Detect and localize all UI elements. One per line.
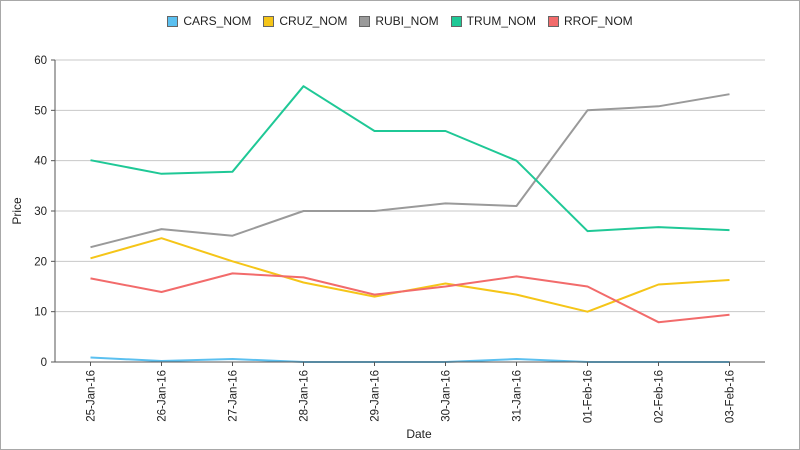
x-tick-label: 30-Jan-16: [441, 370, 453, 422]
series-line-cruz-nom[interactable]: [90, 237, 730, 313]
x-axis-title: Date: [406, 427, 432, 441]
legend-item-rrof-nom[interactable]: RROF_NOM: [548, 14, 633, 28]
x-tick-label: 02-Feb-16: [654, 370, 666, 423]
legend-item-cruz-nom[interactable]: CRUZ_NOM: [263, 14, 347, 28]
chart-legend: CARS_NOM CRUZ_NOM RUBI_NOM TRUM_NOM RROF_NOM: [0, 14, 800, 28]
x-tick-label: 29-Jan-16: [370, 370, 382, 422]
y-tick-label: 10: [34, 307, 47, 319]
legend-item-trum-nom[interactable]: TRUM_NOM: [450, 14, 536, 28]
legend-swatch: [167, 15, 179, 27]
x-tick-label: 01-Feb-16: [583, 370, 595, 423]
legend-swatch: [263, 15, 275, 27]
series-line-rubi-nom[interactable]: [90, 93, 730, 249]
x-tick-label: 31-Jan-16: [512, 370, 524, 422]
legend-item-cars-nom[interactable]: CARS_NOM: [167, 14, 251, 28]
legend-label: RUBI_NOM: [375, 14, 439, 28]
x-tick-label: 28-Jan-16: [299, 370, 311, 422]
x-tick-labels: 25-Jan-16 26-Jan-16 27-Jan-16 28-Jan-16 29-J…: [86, 362, 737, 423]
series-line-rrof-nom[interactable]: [90, 272, 730, 324]
series-line-cars-nom[interactable]: [90, 356, 730, 363]
y-axis-title: Price: [10, 197, 24, 225]
y-tick-label: 60: [34, 55, 47, 67]
x-tick-label: 25-Jan-16: [86, 370, 98, 422]
legend-item-rubi-nom[interactable]: RUBI_NOM: [359, 14, 439, 28]
legend-label: CARS_NOM: [183, 14, 252, 28]
legend-swatch: [359, 15, 371, 27]
legend-label: RROF_NOM: [564, 14, 633, 28]
x-tick-label: 27-Jan-16: [228, 370, 240, 422]
gridlines: [55, 59, 765, 313]
y-tick-label: 40: [34, 156, 47, 168]
series-line-trum-nom[interactable]: [90, 85, 730, 233]
y-tick-label: 0: [41, 357, 47, 369]
legend-swatch: [450, 15, 462, 27]
y-tick-label: 50: [34, 105, 47, 117]
series-lines: [90, 85, 730, 363]
legend-label: CRUZ_NOM: [279, 14, 348, 28]
legend-label: TRUM_NOM: [466, 14, 536, 28]
y-tick-labels: 0 10 20 30 40 50 60: [34, 55, 55, 369]
x-tick-label: 26-Jan-16: [157, 370, 169, 422]
y-tick-label: 20: [34, 256, 47, 268]
legend-swatch: [548, 15, 559, 27]
y-tick-label: 30: [34, 206, 47, 218]
x-tick-label: 03-Feb-16: [725, 370, 737, 423]
